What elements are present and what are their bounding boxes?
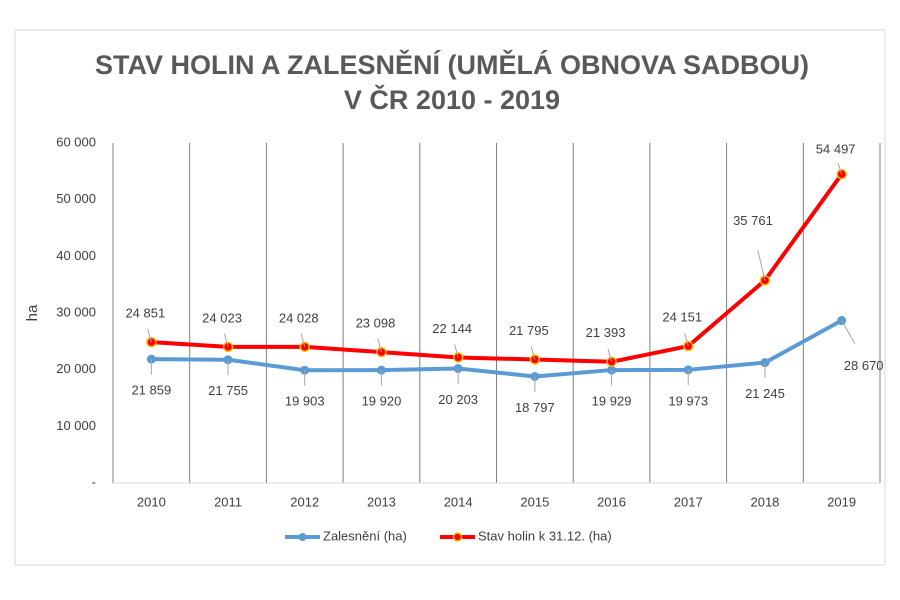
data-label: 20 203 bbox=[438, 392, 478, 407]
y-tick-label: - bbox=[92, 474, 96, 489]
leader-line bbox=[454, 344, 459, 358]
leader-line bbox=[684, 332, 689, 347]
x-tick-label: 2012 bbox=[290, 494, 319, 509]
leader-line bbox=[223, 333, 229, 348]
series-line bbox=[151, 318, 843, 379]
x-tick-label: 2015 bbox=[520, 494, 549, 509]
data-label: 21 755 bbox=[208, 383, 248, 398]
leader-line bbox=[300, 333, 306, 347]
data-label: 19 903 bbox=[285, 394, 325, 409]
legend-label: Stav holin k 31.12. (ha) bbox=[478, 528, 612, 543]
x-tick-label: 2017 bbox=[674, 494, 703, 509]
data-label: 18 797 bbox=[515, 400, 555, 415]
y-axis-label: ha bbox=[24, 304, 41, 321]
x-tick-label: 2014 bbox=[444, 494, 473, 509]
chart-title: V ČR 2010 - 2019 bbox=[344, 84, 560, 115]
leader-line bbox=[757, 249, 766, 281]
data-label: 21 795 bbox=[509, 323, 549, 338]
chart-title: STAV HOLIN A ZALESNĚNÍ (UMĚLÁ OBNOVA SAD… bbox=[95, 49, 809, 80]
series-line bbox=[151, 173, 844, 364]
leader-line bbox=[377, 338, 382, 353]
data-label: 24 023 bbox=[202, 310, 242, 325]
data-label: 23 098 bbox=[356, 316, 396, 331]
data-label: 24 028 bbox=[279, 310, 319, 325]
x-tick-label: 2018 bbox=[750, 494, 779, 509]
leader-line bbox=[147, 328, 152, 343]
leader-line bbox=[607, 348, 613, 362]
legend-marker bbox=[452, 532, 463, 542]
data-label: 28 670 bbox=[844, 358, 884, 373]
leader-line bbox=[530, 346, 536, 360]
x-tick-label: 2013 bbox=[367, 494, 396, 509]
y-tick-label: 30 000 bbox=[56, 304, 96, 319]
leader-line bbox=[837, 163, 843, 175]
data-label: 19 973 bbox=[668, 393, 708, 408]
leader-line bbox=[841, 320, 856, 344]
data-label: 22 144 bbox=[432, 321, 472, 336]
legend-marker bbox=[298, 533, 307, 541]
x-tick-label: 2016 bbox=[597, 494, 626, 509]
data-label: 54 497 bbox=[816, 142, 856, 157]
y-tick-label: 10 000 bbox=[56, 418, 96, 433]
data-label: 21 859 bbox=[131, 383, 171, 398]
data-label: 19 920 bbox=[362, 394, 402, 409]
y-tick-label: 20 000 bbox=[56, 361, 96, 376]
data-label: 35 761 bbox=[733, 213, 773, 228]
x-tick-label: 2010 bbox=[137, 494, 166, 509]
y-tick-label: 60 000 bbox=[56, 134, 96, 149]
legend-label: Zalesnění (ha) bbox=[323, 528, 407, 543]
y-tick-label: 50 000 bbox=[56, 191, 96, 206]
x-tick-label: 2011 bbox=[214, 494, 242, 509]
y-tick-label: 40 000 bbox=[56, 248, 96, 263]
chart-border bbox=[14, 29, 886, 566]
data-label: 21 245 bbox=[745, 386, 785, 401]
data-label: 24 851 bbox=[125, 306, 165, 321]
data-label: 19 929 bbox=[592, 394, 632, 409]
x-tick-label: 2019 bbox=[827, 494, 856, 509]
data-label: 21 393 bbox=[586, 325, 626, 340]
data-label: 24 151 bbox=[662, 310, 702, 325]
